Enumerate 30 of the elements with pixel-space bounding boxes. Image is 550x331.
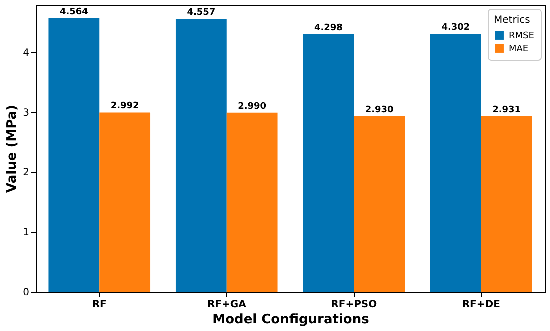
bar bbox=[481, 116, 532, 292]
data-label: 4.298 bbox=[314, 23, 343, 34]
bar bbox=[226, 112, 278, 292]
bar bbox=[100, 112, 151, 292]
data-label: 2.931 bbox=[492, 105, 522, 116]
y-tick-label: 0 bbox=[23, 288, 30, 298]
data-label: 2.992 bbox=[110, 102, 140, 112]
data-label: 2.930 bbox=[365, 105, 394, 116]
y-tick-label: 1 bbox=[23, 228, 30, 239]
y-axis-title: Value (MPa) bbox=[5, 105, 20, 193]
data-label: 4.302 bbox=[442, 23, 470, 34]
x-tick-label: RF bbox=[92, 300, 107, 310]
x-tick-label: RF+PSO bbox=[331, 300, 378, 310]
x-axis-title: Model Configurations bbox=[212, 312, 370, 328]
y-tick-label: 3 bbox=[23, 108, 30, 119]
bar bbox=[430, 34, 482, 292]
x-tick-label: RF+GA bbox=[207, 300, 247, 310]
y-tick-label: 4 bbox=[23, 48, 30, 59]
y-tick-label: 2 bbox=[23, 168, 30, 179]
bar bbox=[354, 116, 406, 292]
legend-label: MAE bbox=[509, 44, 529, 54]
bar bbox=[48, 18, 100, 292]
data-label: 4.557 bbox=[187, 8, 216, 18]
data-label: 2.990 bbox=[238, 102, 267, 112]
legend-title: Metrics bbox=[494, 15, 530, 26]
legend-label: RMSE bbox=[509, 32, 535, 42]
x-tick-label: RF+DE bbox=[462, 300, 501, 310]
bar bbox=[176, 18, 227, 292]
bar bbox=[303, 34, 354, 292]
data-label: 4.564 bbox=[60, 8, 88, 18]
